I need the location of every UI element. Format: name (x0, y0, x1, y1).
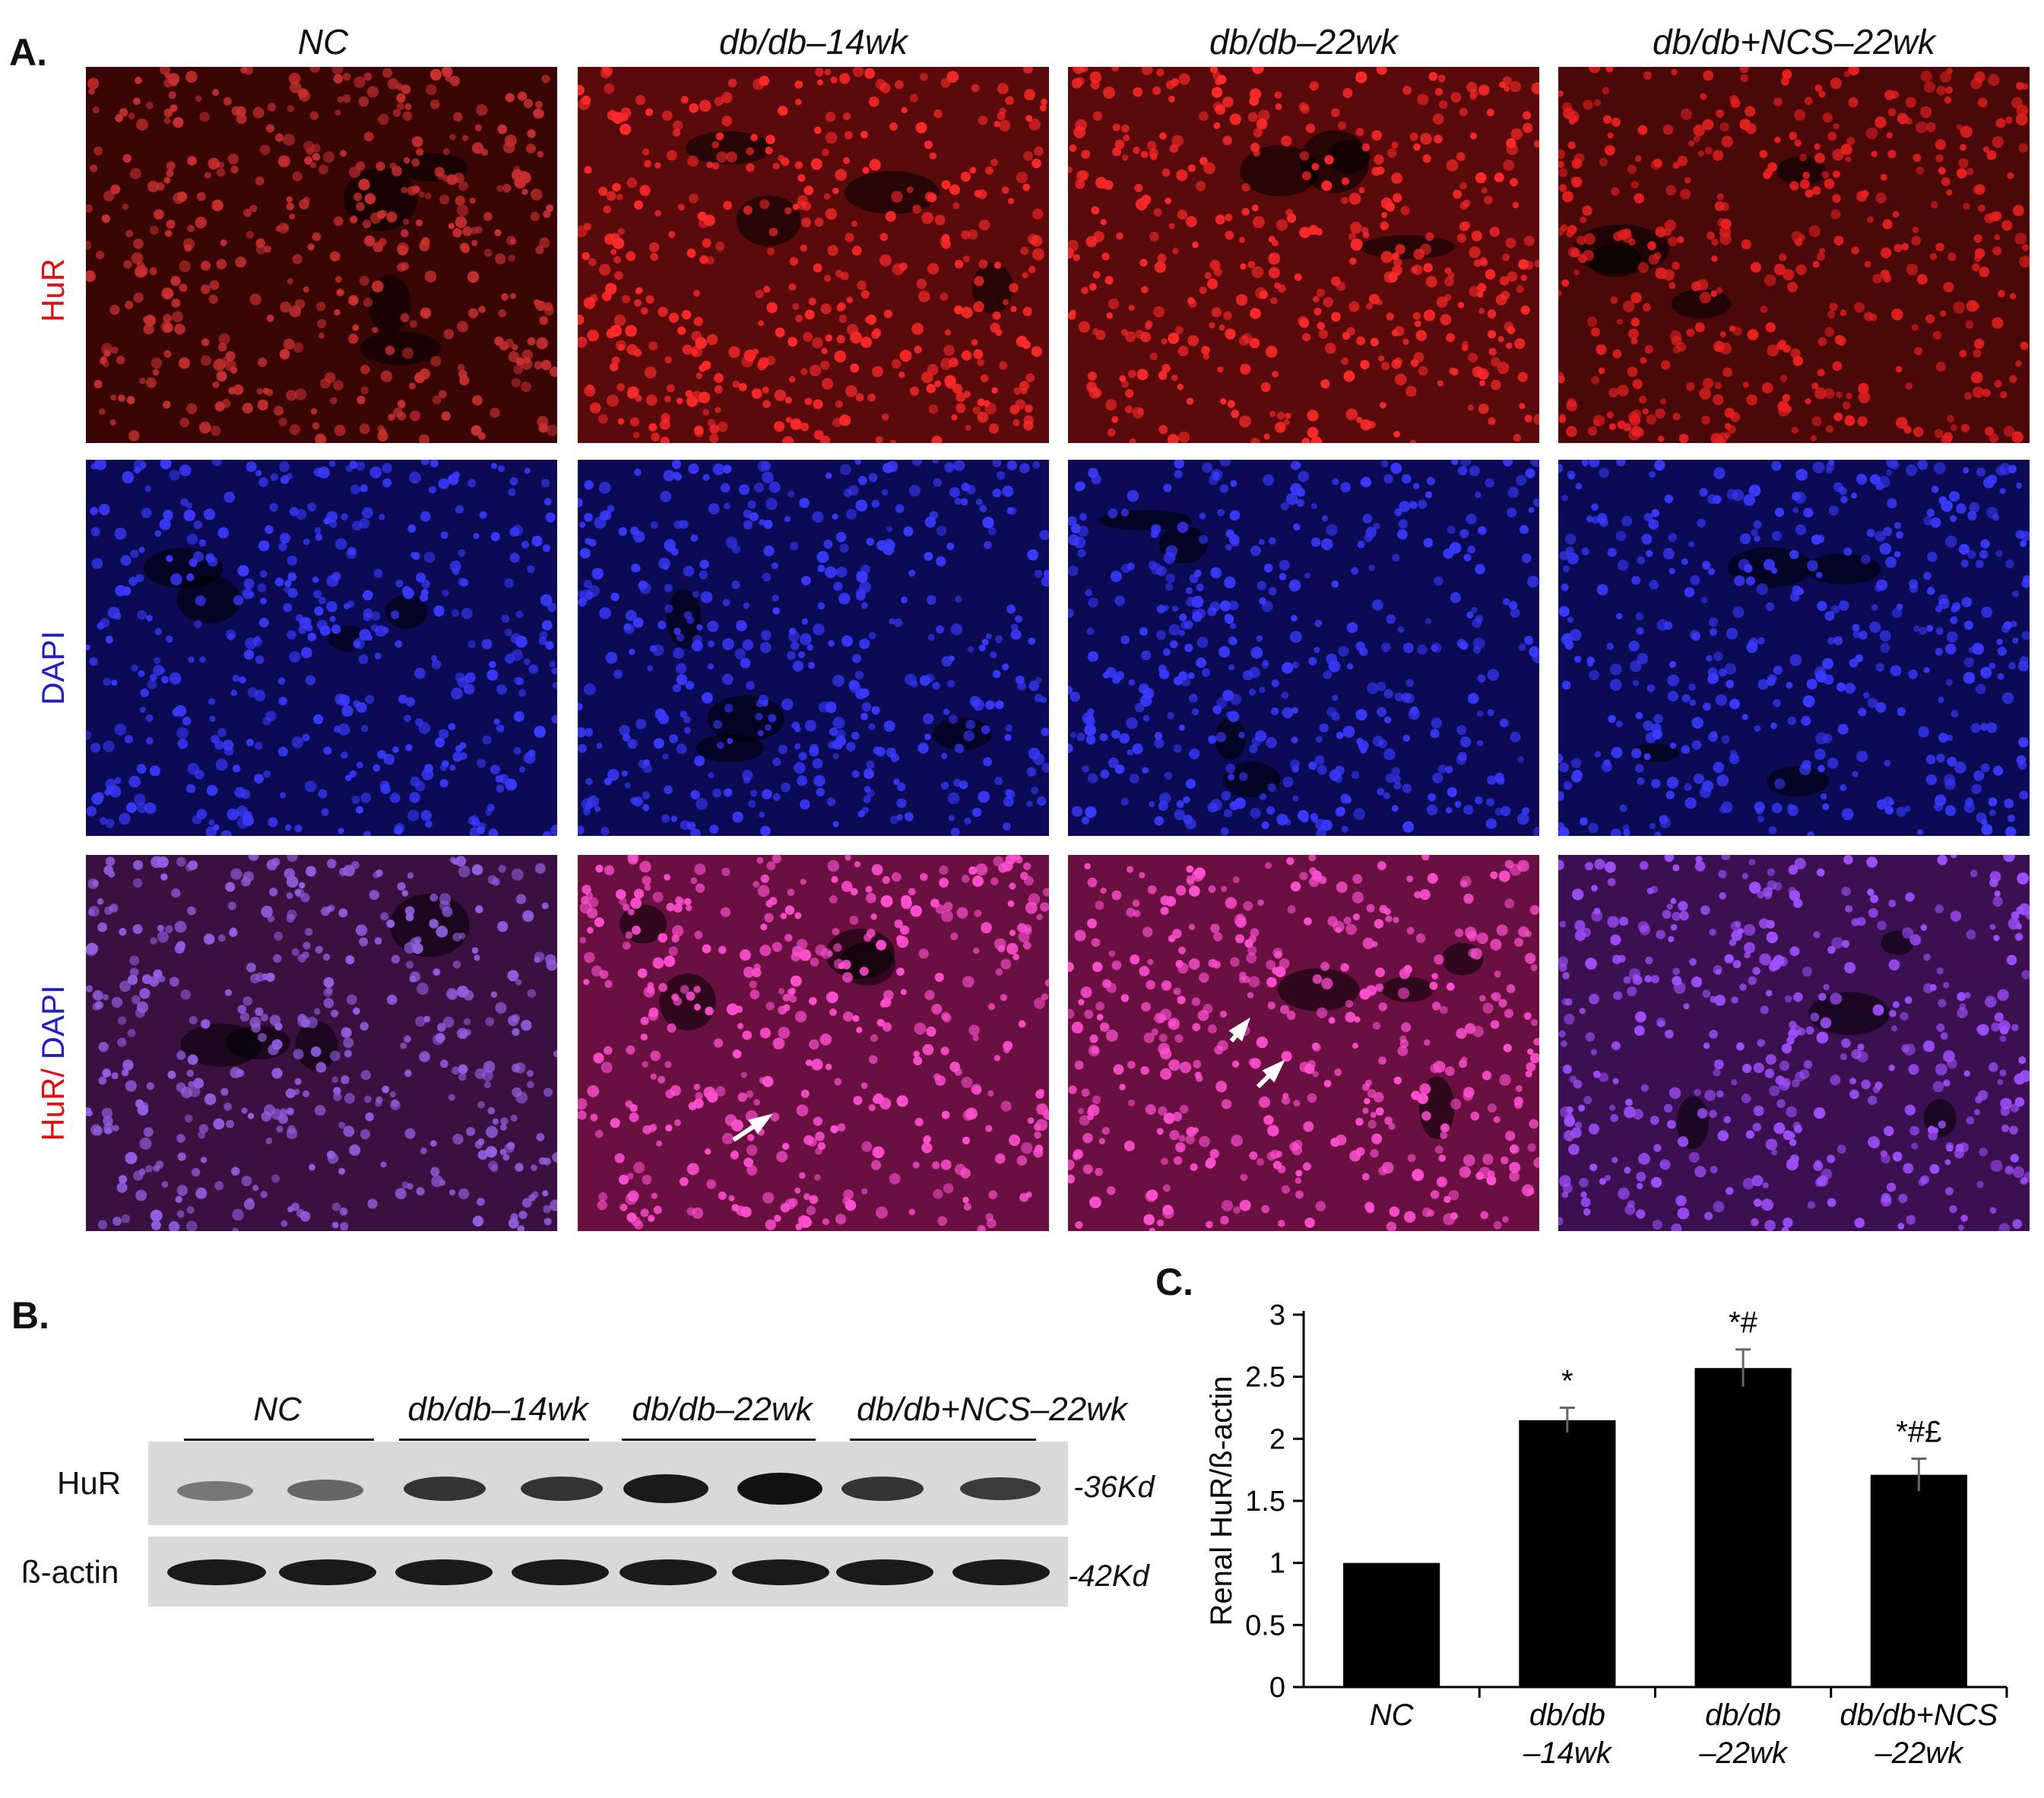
micrograph-tile (1558, 460, 2030, 836)
y-axis-label: Renal HuR/ß-actin (1205, 1375, 1238, 1625)
arrow-head-icon (1228, 1017, 1250, 1042)
panel-b-letter: B. (11, 1294, 49, 1337)
micrograph-tile (86, 855, 557, 1231)
actin-band (395, 1559, 493, 1585)
blot-group-underline-dbncs22 (850, 1439, 1036, 1441)
hur-band (623, 1474, 708, 1503)
x-tick-label: db/db –22wk (1698, 1698, 1789, 1770)
blot-group-underline-db14 (399, 1439, 589, 1441)
y-tick-label: 3 (1269, 1299, 1285, 1331)
micrograph-tile (1558, 67, 2030, 443)
blot-label-actin: ß-actin (21, 1554, 119, 1590)
blot-group-underline-nc (184, 1439, 374, 1441)
x-tick-label: db/db+NCS –22wk (1840, 1698, 1998, 1770)
micrograph-tile (86, 67, 557, 443)
hur-band (177, 1481, 253, 1501)
x-tick-label: db/db –14wk (1523, 1698, 1613, 1770)
bar (1870, 1474, 1967, 1687)
micrograph-tile (1068, 855, 1539, 1231)
actin-band (620, 1559, 717, 1585)
actin-band (732, 1559, 829, 1585)
significance-label: *# (1729, 1306, 1758, 1340)
blot-group-nc: NC (253, 1391, 302, 1428)
column-title-nc: NC (297, 22, 349, 62)
hur-band (841, 1477, 924, 1501)
micrograph-tile (578, 67, 1049, 443)
micrograph-tile (86, 460, 557, 836)
hur-band (737, 1473, 822, 1505)
hur-band (287, 1480, 363, 1501)
arrow-head-icon (748, 1113, 773, 1135)
actin-band (836, 1559, 933, 1585)
micrograph-tile (578, 460, 1049, 836)
column-title-db14: db/db–14wk (718, 22, 908, 62)
actin-blot-strip (148, 1537, 1068, 1606)
panel-c-letter: C. (1155, 1261, 1193, 1303)
significance-label: * (1561, 1365, 1573, 1398)
micrograph-tile (1068, 460, 1539, 836)
arrow-head-icon (1262, 1059, 1285, 1083)
column-title-db22: db/db–22wk (1209, 22, 1399, 62)
micrograph-tile (1068, 67, 1539, 443)
y-tick-label: 0.5 (1245, 1610, 1285, 1641)
blot-kd-hur: -36Kd (1073, 1470, 1155, 1504)
actin-band (512, 1559, 609, 1585)
bar (1519, 1420, 1616, 1687)
y-tick-label: 1.5 (1245, 1486, 1285, 1518)
blot-group-dbncs22: db/db+NCS–22wk (857, 1391, 1127, 1428)
blot-label-hur: HuR (57, 1465, 122, 1501)
hur-band (521, 1477, 603, 1501)
blot-kd-actin: -42Kd (1068, 1559, 1149, 1593)
micrograph-tile (578, 855, 1049, 1231)
actin-band (279, 1559, 376, 1585)
micrograph-tile (1558, 855, 2030, 1231)
blot-group-db14: db/db–14wk (407, 1391, 588, 1428)
hur-blot-strip (148, 1442, 1068, 1525)
hur-band (404, 1477, 486, 1501)
blot-group-underline-db22 (622, 1439, 816, 1441)
bar (1343, 1562, 1440, 1687)
bar-chart: 0 0.5 1 1.5 2 2.5 3 Renal HuR/ß-actin NC * db/db –1… (1205, 1299, 2008, 1770)
hur-band (960, 1477, 1041, 1500)
significance-label: *#£ (1896, 1415, 1941, 1448)
panel-a-letter: A. (9, 31, 47, 74)
x-tick-label: NC (1370, 1698, 1415, 1732)
blot-group-db22: db/db–22wk (632, 1391, 813, 1428)
y-tick-label: 0 (1269, 1672, 1285, 1704)
y-tick-label: 1 (1269, 1548, 1285, 1580)
y-tick-label: 2 (1269, 1423, 1285, 1455)
actin-band (952, 1559, 1050, 1585)
actin-band (167, 1559, 266, 1585)
y-tick-label: 2.5 (1245, 1362, 1285, 1394)
bar (1694, 1368, 1792, 1687)
column-title-dbncs22: db/db+NCS–22wk (1652, 22, 1936, 62)
